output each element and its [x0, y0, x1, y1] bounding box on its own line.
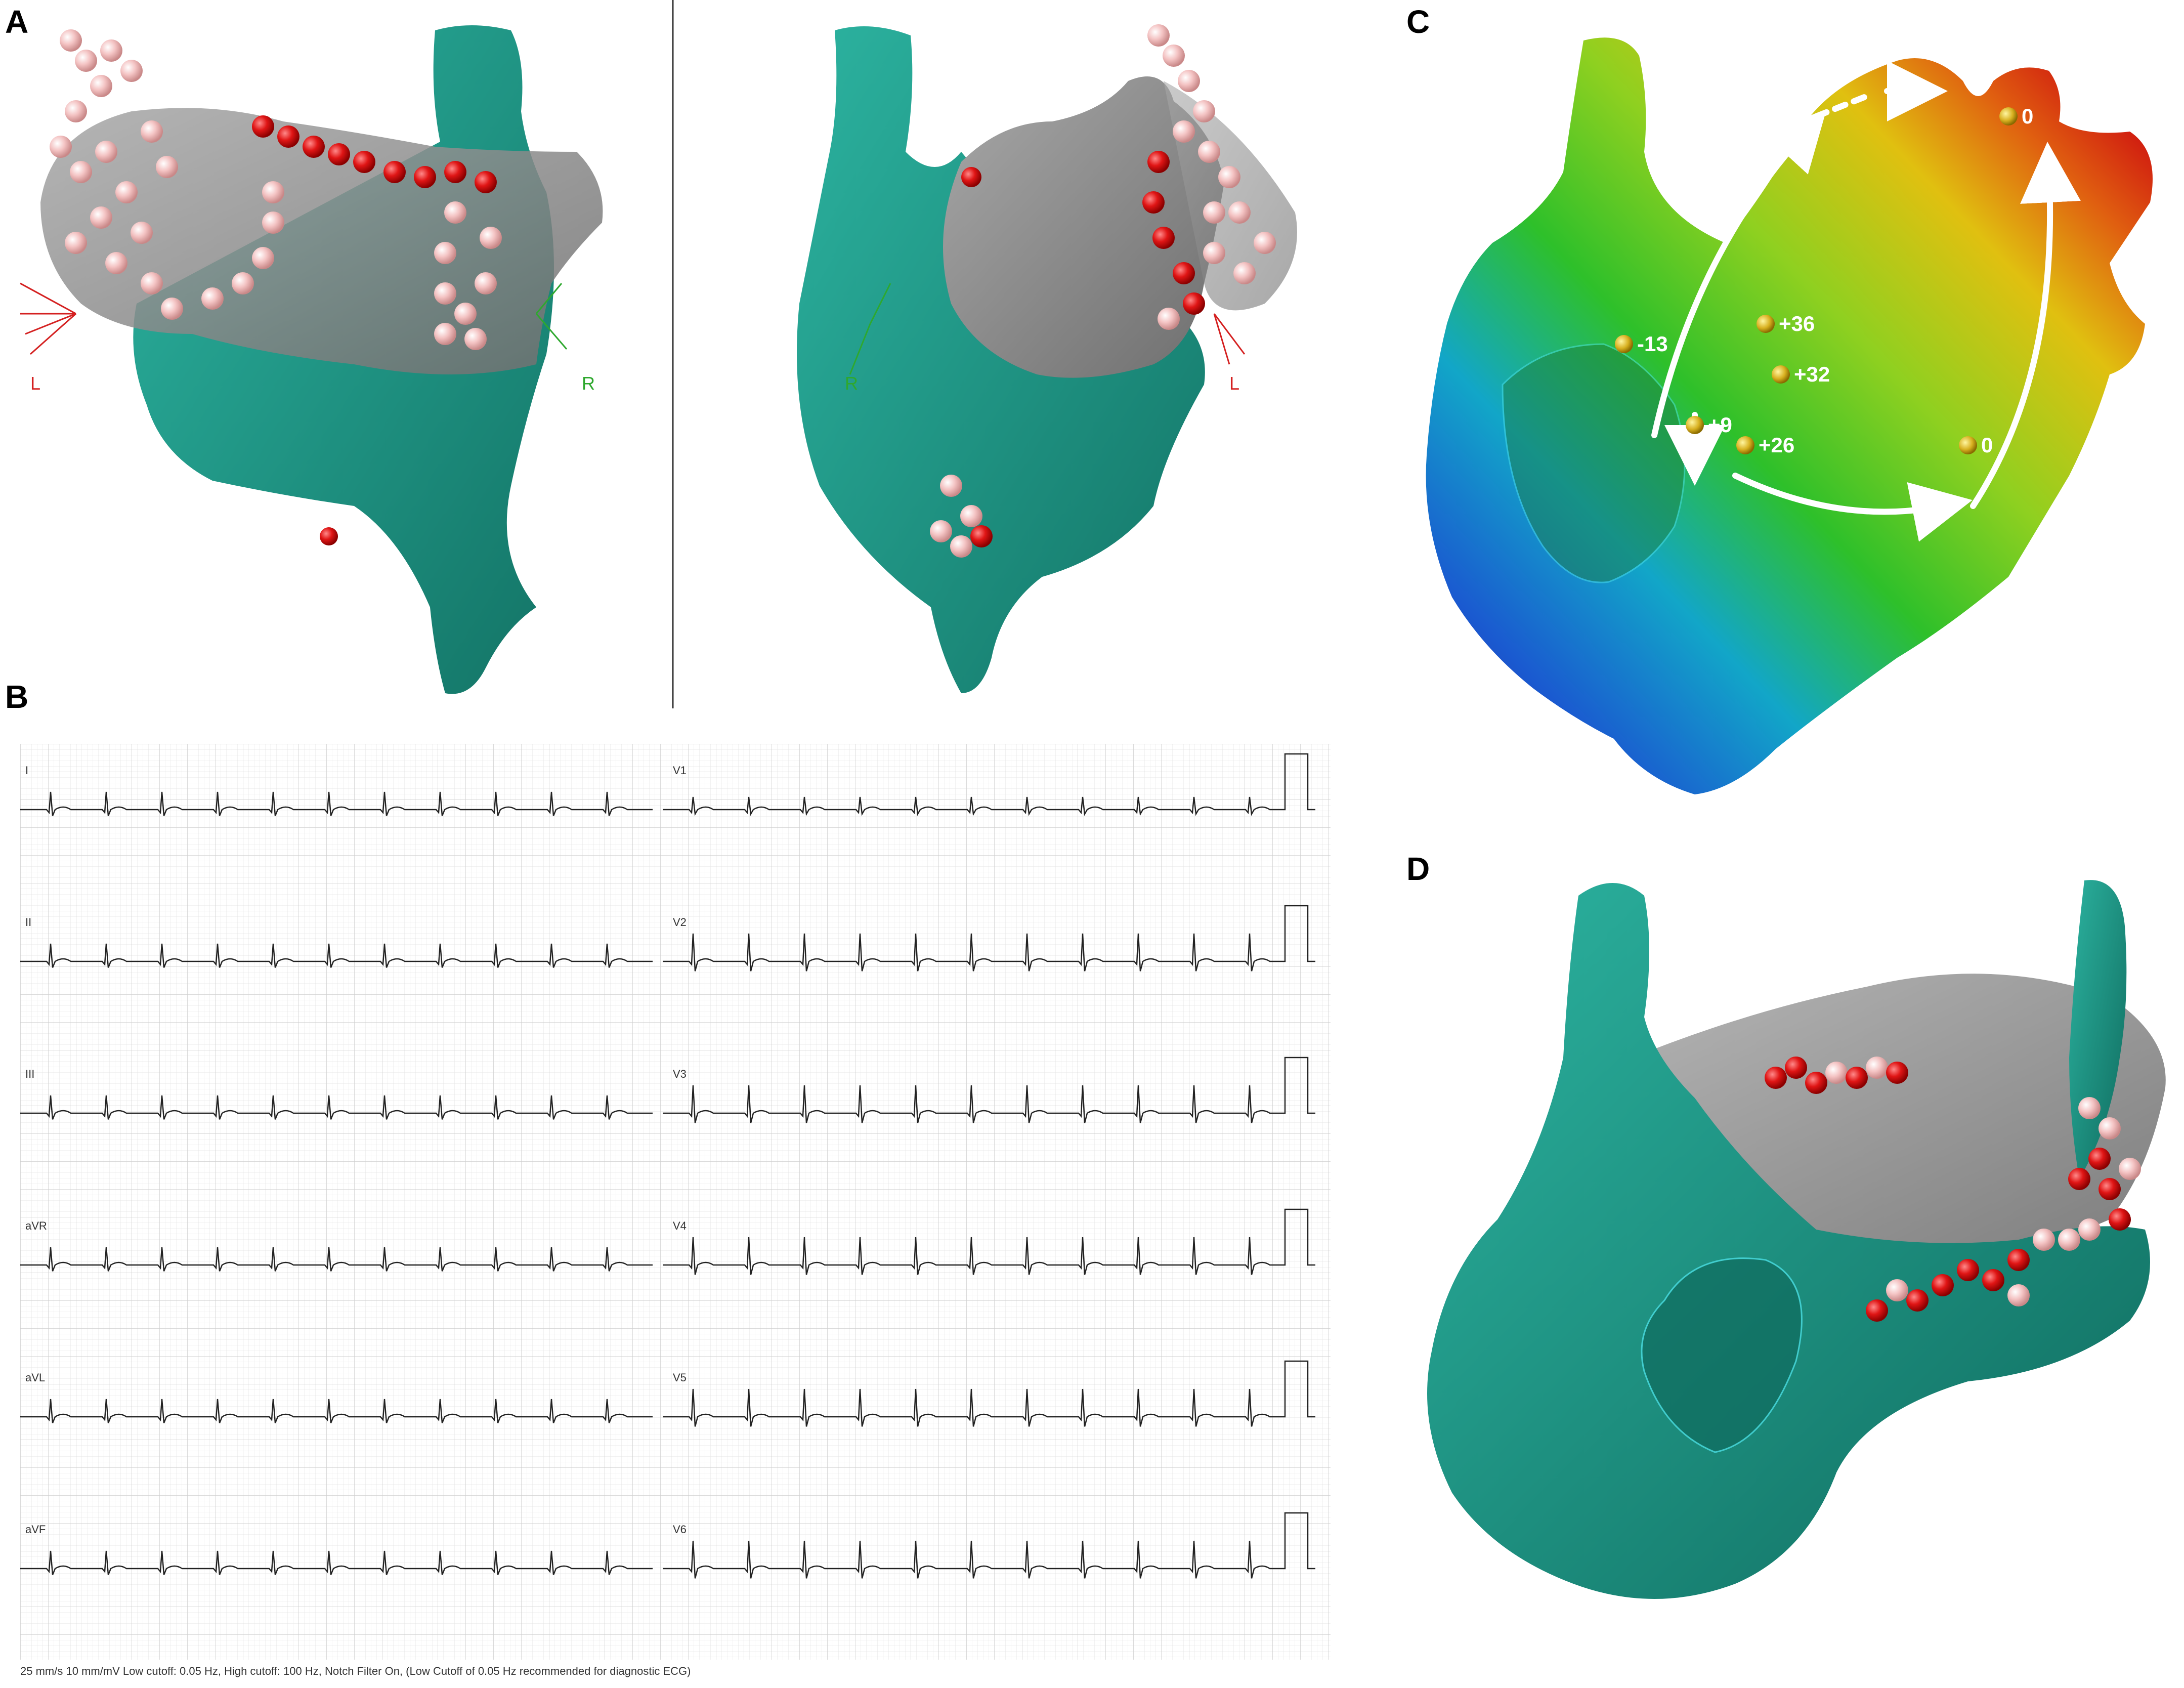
- ecg-calibration-pulse: [1275, 1057, 1315, 1114]
- activation-time-label: 0: [1981, 433, 1993, 457]
- mitral-annulus-outline: [1502, 343, 1686, 583]
- axis-indicator-left: [20, 282, 76, 355]
- axis-label-l-right-view: L: [1229, 373, 1239, 394]
- activation-map-surface: [1426, 37, 2153, 794]
- panel-c-activation-map: 0 +36 +32 -13 +9 +26 0: [1426, 37, 2153, 794]
- left-atrium-teal-d: [1427, 883, 2150, 1599]
- panel-label-b: B: [5, 679, 29, 715]
- ecg-trace-l2: [20, 1095, 653, 1120]
- ablation-points-d: [1765, 1057, 2141, 1322]
- panel-d-3d-anatomy: [1427, 880, 2166, 1599]
- activation-time-label: +26: [1759, 433, 1794, 457]
- ecg-trace-r0: [663, 796, 1275, 816]
- ecg-lead-label: V2: [673, 916, 687, 929]
- ablation-points-left-view: [50, 29, 502, 545]
- ecg-trace-l5: [20, 1550, 653, 1575]
- ablation-points-right-view: [930, 24, 1276, 558]
- activation-time-label: +36: [1779, 312, 1815, 335]
- activation-arrow-dashed: [1813, 93, 1870, 119]
- axis-label-r-left-view: R: [582, 373, 595, 394]
- activation-arrow-1: [1651, 109, 1827, 438]
- activation-time-label: 0: [2022, 104, 2033, 128]
- ecg-footer: 25 mm/s 10 mm/mV Low cutoff: 0.05 Hz, Hi…: [20, 1665, 691, 1677]
- axis-label-r-right-view: R: [845, 373, 858, 394]
- activation-time-label: -13: [1637, 332, 1668, 356]
- activation-time-label: +9: [1708, 413, 1732, 437]
- ecg-calibration-pulse: [1275, 1360, 1315, 1418]
- ecg-calibration-pulse: [1275, 905, 1315, 962]
- ecg-lead-label: V3: [673, 1068, 687, 1080]
- panel-label-c: C: [1406, 4, 1430, 40]
- ecg-lead-label: V5: [673, 1371, 687, 1384]
- electrode-point: [1736, 436, 1754, 454]
- ecg-lead-label: I: [25, 764, 28, 777]
- panel-label-a: A: [5, 4, 29, 40]
- panel-a-electroanatomic-maps: L R R L: [20, 0, 1297, 708]
- ecg-lead-label: V4: [673, 1219, 687, 1232]
- activation-time-label: +32: [1794, 362, 1830, 386]
- ecg-lead-label: V6: [673, 1523, 687, 1536]
- panel-label-d: D: [1406, 851, 1430, 887]
- activation-arrow-3: [1970, 142, 2081, 509]
- ecg-trace-r3: [663, 1237, 1275, 1275]
- ecg-lead-label: aVR: [25, 1219, 47, 1232]
- ecg-trace-r4: [663, 1388, 1275, 1427]
- ecg-leads: I V1 II V2 III V3 aVR V4 aVL V5 aVF V6: [20, 753, 1315, 1579]
- right-atrium-gray-right-view: [943, 76, 1224, 378]
- ecg-trace-l4: [20, 1399, 653, 1423]
- ecg-trace-l1: [20, 943, 653, 968]
- electrode-point: [1615, 335, 1633, 353]
- ecg-calibration-pulse: [1275, 753, 1315, 811]
- ecg-trace-l0: [20, 791, 653, 816]
- electrode-point: [1686, 416, 1704, 434]
- left-atrium-teal-right-view: [797, 26, 1205, 693]
- ecg-lead-label: aVF: [25, 1523, 46, 1536]
- electrode-point: [1757, 315, 1775, 333]
- ecg-lead-label: V1: [673, 764, 687, 777]
- electrode-point: [1772, 365, 1790, 384]
- ecg-trace-r5: [663, 1540, 1275, 1579]
- axis-label-l-left-view: L: [30, 373, 40, 394]
- ecg-calibration-pulse: [1275, 1208, 1315, 1266]
- activation-arrow-2: [1732, 473, 1973, 542]
- ecg-calibration-pulse: [1275, 1512, 1315, 1570]
- activation-timing-labels: 0 +36 +32 -13 +9 +26 0: [1615, 104, 2033, 457]
- ecg-lead-label: III: [25, 1068, 34, 1080]
- ecg-trace-r1: [663, 933, 1275, 972]
- electrode-point: [1999, 107, 2018, 125]
- ecg-trace-l3: [20, 1247, 653, 1272]
- ecg-trace-r2: [663, 1085, 1275, 1123]
- mitral-outline-d: [1641, 1257, 1803, 1453]
- electrode-point: [1959, 436, 1977, 454]
- ecg-lead-label: II: [25, 916, 31, 929]
- ecg-grid: [20, 744, 1331, 1660]
- ecg-lead-label: aVL: [25, 1371, 45, 1384]
- panel-b-12-lead-ecg: I V1 II V2 III V3 aVR V4 aVL V5 aVF V6 25 mm/s 10 m…: [20, 744, 1331, 1677]
